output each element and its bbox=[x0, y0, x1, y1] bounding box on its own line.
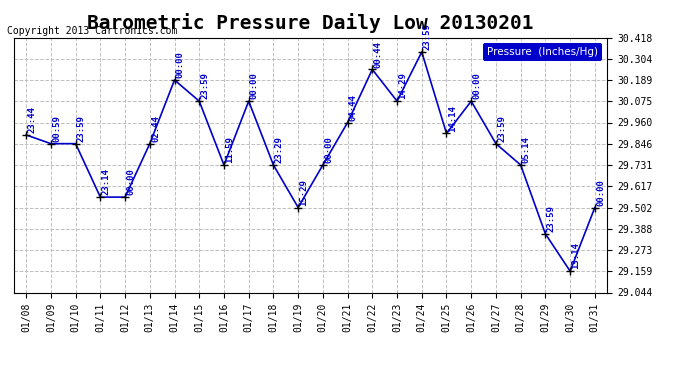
Text: 13:14: 13:14 bbox=[571, 242, 580, 269]
Text: 15:29: 15:29 bbox=[299, 179, 308, 206]
Text: 23:29: 23:29 bbox=[275, 136, 284, 163]
Text: 05:14: 05:14 bbox=[522, 136, 531, 163]
Text: 00:00: 00:00 bbox=[126, 168, 135, 195]
Text: 00:44: 00:44 bbox=[373, 41, 382, 68]
Text: Copyright 2013 Cartronics.com: Copyright 2013 Cartronics.com bbox=[7, 26, 177, 36]
Text: 23:59: 23:59 bbox=[546, 205, 555, 232]
Text: 23:59: 23:59 bbox=[423, 23, 432, 50]
Text: 02:44: 02:44 bbox=[151, 115, 160, 142]
Text: 00:59: 00:59 bbox=[52, 115, 61, 142]
Text: 00:00: 00:00 bbox=[596, 179, 605, 206]
Title: Barometric Pressure Daily Low 20130201: Barometric Pressure Daily Low 20130201 bbox=[87, 13, 534, 33]
Legend: Pressure  (Inches/Hg): Pressure (Inches/Hg) bbox=[483, 43, 602, 61]
Text: 11:59: 11:59 bbox=[225, 136, 234, 163]
Text: 00:00: 00:00 bbox=[324, 136, 333, 163]
Text: 00:00: 00:00 bbox=[473, 72, 482, 99]
Text: 04:44: 04:44 bbox=[349, 94, 358, 121]
Text: 14:14: 14:14 bbox=[448, 105, 457, 132]
Text: 23:44: 23:44 bbox=[28, 106, 37, 133]
Text: 23:59: 23:59 bbox=[77, 115, 86, 142]
Text: 23:14: 23:14 bbox=[101, 168, 110, 195]
Text: 00:00: 00:00 bbox=[176, 51, 185, 78]
Text: 00:00: 00:00 bbox=[250, 72, 259, 99]
Text: 14:29: 14:29 bbox=[398, 72, 407, 99]
Text: 23:59: 23:59 bbox=[201, 72, 210, 99]
Text: 23:59: 23:59 bbox=[497, 115, 506, 142]
